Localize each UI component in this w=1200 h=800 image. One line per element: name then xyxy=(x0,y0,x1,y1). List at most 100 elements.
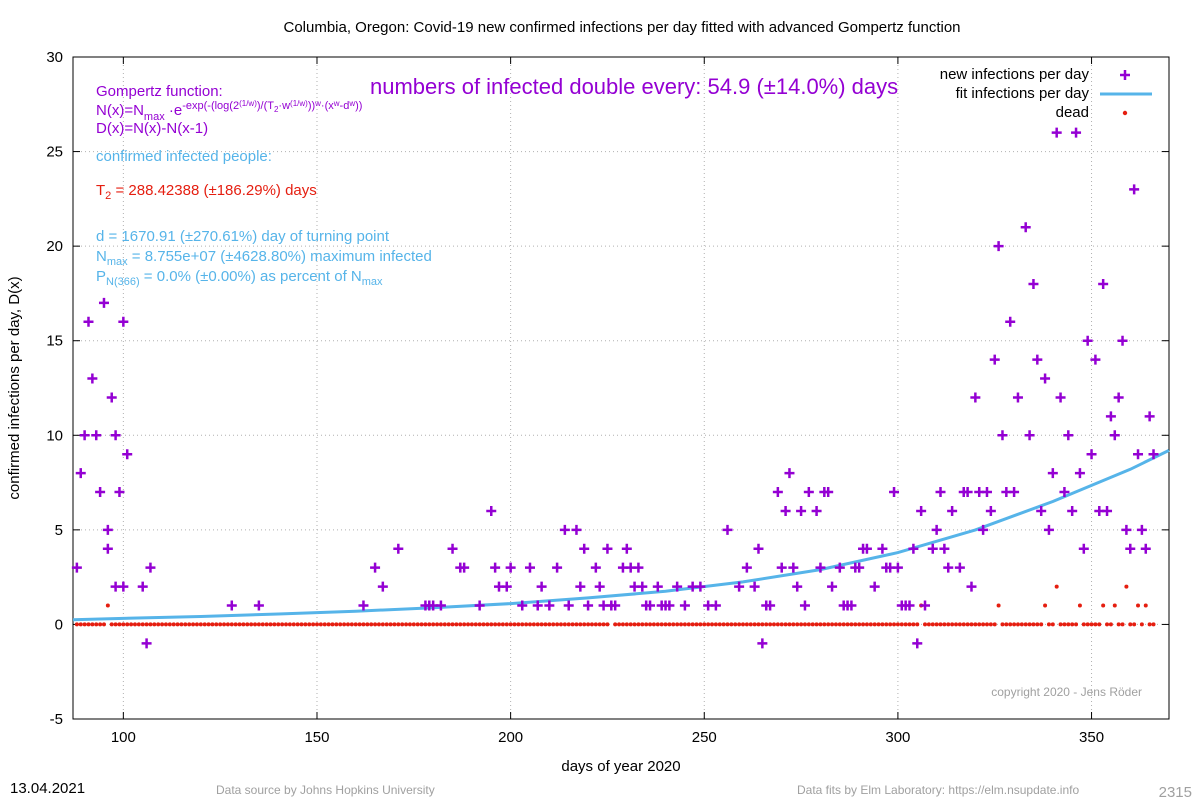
dead-point xyxy=(562,622,567,627)
dead-point xyxy=(527,622,532,627)
infection-point xyxy=(943,562,954,573)
dead-point xyxy=(733,622,738,627)
dead-point xyxy=(648,622,653,627)
dead-point xyxy=(826,622,831,627)
dead-point xyxy=(109,622,114,627)
infection-point xyxy=(1090,354,1101,365)
infection-point xyxy=(114,487,125,498)
dead-point xyxy=(717,622,722,627)
dead-point xyxy=(706,622,711,627)
infection-point xyxy=(788,562,799,573)
dead-point xyxy=(1085,622,1090,627)
formula-exp-7: )) xyxy=(355,100,362,112)
dead-point xyxy=(121,622,126,627)
dead-point xyxy=(132,622,137,627)
infection-point xyxy=(83,316,94,327)
dead-point xyxy=(876,622,881,627)
dead-point xyxy=(384,622,389,627)
dead-point xyxy=(702,622,707,627)
dead-point xyxy=(380,622,385,627)
dead-point xyxy=(892,622,897,627)
t2-sub: 2 xyxy=(105,190,111,202)
dead-point xyxy=(787,622,792,627)
dead-point xyxy=(977,622,982,627)
dead-point xyxy=(1008,622,1013,627)
dead-point xyxy=(462,622,467,627)
formula-exp-sup-3: w xyxy=(314,99,321,108)
dead-point xyxy=(1027,622,1032,627)
dead-point xyxy=(593,622,598,627)
formula-exp-1: -exp(-(log(2 xyxy=(182,100,239,112)
infection-point xyxy=(908,543,919,554)
legend-marker-infections xyxy=(1120,70,1130,80)
dead-point xyxy=(438,622,443,627)
dead-point xyxy=(802,622,807,627)
dead-point xyxy=(795,622,800,627)
dead-point xyxy=(760,622,765,627)
dead-point xyxy=(690,622,695,627)
dead-point xyxy=(473,622,478,627)
dead-point xyxy=(318,622,323,627)
dead-point xyxy=(516,622,521,627)
infection-point xyxy=(920,600,931,611)
dead-point xyxy=(1012,622,1017,627)
dead-point xyxy=(427,622,432,627)
dead-point xyxy=(671,622,676,627)
dead-point xyxy=(167,622,172,627)
dead-point xyxy=(837,622,842,627)
dead-point xyxy=(1054,584,1059,589)
formula-exp-4: )) xyxy=(308,100,315,112)
dead-point xyxy=(1050,622,1055,627)
y-tick-label: 20 xyxy=(46,238,63,255)
dead-point xyxy=(357,622,362,627)
dead-point xyxy=(578,622,583,627)
fit-series xyxy=(72,449,1170,622)
infection-point xyxy=(753,543,764,554)
dead-point xyxy=(280,622,285,627)
dead-point xyxy=(500,622,505,627)
fit-line xyxy=(72,449,1170,622)
infection-point xyxy=(966,581,977,592)
nmax-line: Nmax = 8.755e+07 (±4628.80%) maximum inf… xyxy=(96,248,432,268)
dead-point xyxy=(686,622,691,627)
dead-point xyxy=(841,622,846,627)
infection-point xyxy=(1113,392,1124,403)
dead-point xyxy=(818,622,823,627)
dead-point xyxy=(1031,622,1036,627)
dead-point xyxy=(632,622,637,627)
dead-point xyxy=(996,603,1001,608)
dead-point xyxy=(1124,584,1129,589)
dead-point xyxy=(113,622,118,627)
infection-point xyxy=(1036,505,1047,516)
dead-point xyxy=(938,622,943,627)
infection-point xyxy=(571,524,582,535)
infection-point xyxy=(393,543,404,554)
infection-point xyxy=(931,524,942,535)
dead-point xyxy=(481,622,486,627)
formula-n-e: ·e xyxy=(165,102,183,119)
plot-frame xyxy=(72,56,1170,720)
infection-point xyxy=(749,581,760,592)
dead-point xyxy=(105,603,110,608)
dead-point xyxy=(74,622,79,627)
dead-point xyxy=(617,622,622,627)
dead-point xyxy=(779,622,784,627)
dead-point xyxy=(547,622,552,627)
dead-point xyxy=(295,622,300,627)
dead-point xyxy=(740,622,745,627)
dead-point xyxy=(880,622,885,627)
dead-point xyxy=(156,622,161,627)
dead-point xyxy=(400,622,405,627)
infection-point xyxy=(799,600,810,611)
dead-point xyxy=(148,622,153,627)
dead-point xyxy=(1062,622,1067,627)
dead-point xyxy=(988,622,993,627)
infection-point xyxy=(79,430,90,441)
infection-point xyxy=(1071,127,1082,138)
infection-point xyxy=(501,581,512,592)
dead-point xyxy=(376,622,381,627)
dead-point xyxy=(679,622,684,627)
dead-point xyxy=(229,622,234,627)
infection-point xyxy=(490,562,501,573)
p-prefix: P xyxy=(96,268,106,285)
